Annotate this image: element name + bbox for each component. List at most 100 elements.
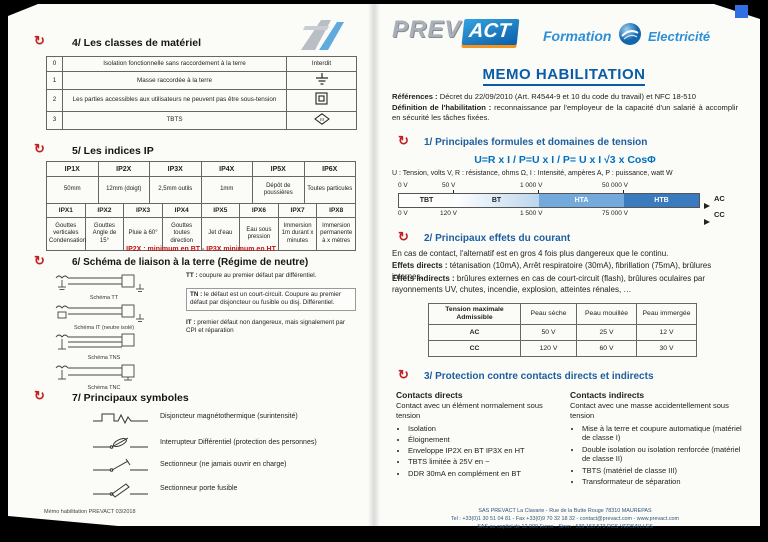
slt-note-tt: TT : coupure au premier défaut par diffé… — [186, 272, 356, 280]
ip-value: 2,5mm outils — [149, 176, 202, 204]
band-segment-hta: HTA — [539, 194, 624, 207]
class3-diamond-icon: III — [313, 113, 330, 125]
ip-value: 1mm — [200, 176, 253, 204]
ipx-value: Immersion 1m durant x minutes — [277, 217, 318, 251]
band-top-label: 0 V — [398, 182, 408, 189]
list-item: Enveloppe IP2X en BT IP3X en HT — [408, 446, 558, 456]
section4-bullet-icon: ↻ — [34, 33, 45, 48]
page-title: MEMO HABILITATION — [482, 66, 646, 86]
contacts-directs-heading: Contacts directs — [396, 390, 463, 400]
class-symbol: Interdit — [286, 56, 357, 72]
slt-diagram-tt: Schéma TT — [52, 272, 156, 301]
memo-title-wrap: MEMO HABILITATION — [392, 66, 736, 86]
symbol-label: Interrupteur Différentiel (protection de… — [160, 439, 317, 446]
footer-line1: SAS PREVACT La Clavarie - Rue de la Butt… — [478, 508, 652, 514]
slt-note-tn: TN : le défaut est un court-circuit. Cou… — [186, 288, 356, 311]
list-item: Éloignement — [408, 435, 558, 445]
band-segment-tbt: TBT — [399, 194, 454, 207]
ip-water-table: IPX1 IPX2 IPX3 IPX4 IPX5 IPX6 IPX7 IPX8 … — [46, 203, 356, 251]
ipx-value: Gouttes Angle de 15° — [84, 217, 125, 251]
section7-title: 7/ Principaux symboles — [72, 392, 189, 404]
material-classes-table: 0 Isolation fonctionnelle sans raccordem… — [46, 56, 357, 130]
current-effects-p3: Effets indirects : brûlures externes en … — [392, 274, 744, 296]
scan-corner-topleft — [8, 4, 38, 16]
fx-header: Peau mouillée — [576, 303, 637, 325]
class-number: 3 — [46, 110, 63, 130]
class-number: 1 — [46, 71, 63, 90]
fx-header: Tension maximale Admissible — [428, 303, 521, 325]
band-top-label: 50 V — [442, 182, 456, 189]
ipx-header: IPX8 — [316, 203, 356, 218]
contacts-directs-column: Contacts directs Contact avec un élément… — [396, 390, 558, 480]
ac-arrow-icon — [704, 196, 710, 214]
effects-indirect-text: brûlures externes en cas de court-circui… — [392, 274, 706, 294]
section2-title: 2/ Principaux effets du courant — [424, 233, 571, 244]
ip-header: IP6X — [303, 161, 356, 177]
logo-prev-text: PREV — [392, 16, 462, 43]
ip-value: 12mm (doigt) — [97, 176, 150, 204]
fx-value: 12 V — [636, 324, 697, 341]
definition-text: reconnaissance par l'employeur de la cap… — [392, 102, 738, 123]
table-row: 1 Masse raccordée à la terre — [46, 71, 357, 90]
ip-header: IP1X — [46, 161, 99, 177]
fx-row-label: AC — [428, 324, 521, 341]
slt-diagram-label: Schéma TT — [89, 295, 119, 301]
ip-value: Toutes particules — [303, 176, 356, 204]
band-segment-htb: HTB — [624, 194, 699, 207]
slt-diagram-label: Schéma TNC — [87, 385, 121, 391]
list-item: Isolation — [408, 424, 558, 434]
symbol-label: Sectionneur (ne jamais ouvrir en charge) — [160, 461, 287, 468]
voltage-band: TBT BT HTA HTB — [398, 193, 700, 208]
cc-label: CC — [714, 210, 725, 219]
voltage-domain-diagram: 0 V 50 V 1 000 V 50 000 V TBT BT HTA HTB AC… — [398, 182, 738, 226]
band-segment-bt: BT — [454, 194, 539, 207]
brand-formation: Formation — [543, 28, 612, 44]
ip-solids-table: IP1X IP2X IP3X IP4X IP5X IP6X 50mm 12mm … — [46, 161, 356, 204]
slt-notes: TT : coupure au premier défaut par diffé… — [186, 272, 356, 343]
list-item: Mise à la terre et coupure automatique (… — [582, 424, 742, 444]
table-row: 0 Isolation fonctionnelle sans raccordem… — [46, 56, 357, 72]
fuse-disconnector-icon — [92, 480, 150, 498]
list-item: Double isolation ou isolation renforcée … — [582, 445, 742, 465]
ipx-value: Pluie à 60° — [123, 217, 163, 251]
section5-title: 5/ Les indices IP — [72, 145, 154, 157]
band-bottom-label: 75 000 V — [602, 210, 629, 217]
ipx-header: IPX3 — [123, 203, 163, 218]
contacts-indirects-heading: Contacts indirects — [570, 390, 645, 400]
ipx-header: IPX7 — [277, 203, 318, 218]
circuit-breaker-icon — [92, 410, 150, 426]
contacts-indirects-list: Mise à la terre et coupure automatique (… — [582, 424, 742, 487]
page-fold-shadow — [368, 4, 380, 526]
prevact-logo: PREV ACT — [392, 16, 520, 45]
slt-diagram-tnc: Schéma TNC — [52, 362, 156, 391]
scan-edge-left — [0, 0, 8, 542]
symbol-label: Sectionneur porte fusible — [160, 485, 238, 492]
definition-label: Définition de l'habilitation : — [392, 102, 492, 112]
rcd-switch-icon — [92, 434, 150, 452]
effects-direct-label: Effets directs : — [392, 261, 448, 270]
footer-line2: Tel : +33(0)1 30 51 04 81 - Fax +33(0)9 … — [450, 516, 680, 523]
table-row: 3 TBTS III — [46, 110, 357, 130]
section2-bullet-icon: ↻ — [398, 229, 409, 244]
fx-value: 50 V — [520, 324, 577, 341]
table-row: 2 Les parties accessibles aux utilisateu… — [46, 88, 357, 112]
references-paragraph: Références : Décret du 22/09/2010 (Art. … — [392, 92, 738, 124]
contacts-indirects-column: Contacts indirects Contact avec une mass… — [570, 390, 742, 488]
contacts-directs-intro: Contact avec un élément normalement sous… — [396, 401, 543, 420]
slt-note-text: coupure au premier défaut par différenti… — [199, 272, 317, 279]
slt-note-lead: TN : — [190, 291, 203, 299]
slt-diagram-it: Schéma IT (neutre isolé) — [52, 302, 156, 331]
right-page-footer: SAS PREVACT La Clavarie - Rue de la Butt… — [392, 507, 738, 531]
svg-text:III: III — [320, 117, 324, 122]
slt-note-lead: TT : — [186, 272, 198, 279]
ipx-header: IPX1 — [46, 203, 86, 218]
band-top-label: 50 000 V — [602, 182, 629, 189]
left-page-footer: Mémo habilitation PREVACT 03/2018 — [44, 509, 136, 515]
references-text: Décret du 22/09/2010 (Art. R4544-9 et 10… — [437, 92, 696, 101]
scan-corner-bottomleft — [8, 516, 118, 526]
scan-artifact-blue-square — [735, 5, 748, 18]
ip-header: IP4X — [200, 161, 253, 177]
fx-value: 120 V — [520, 340, 577, 357]
ip-header: IP5X — [252, 161, 305, 177]
list-item: Transformateur de séparation — [582, 477, 742, 487]
